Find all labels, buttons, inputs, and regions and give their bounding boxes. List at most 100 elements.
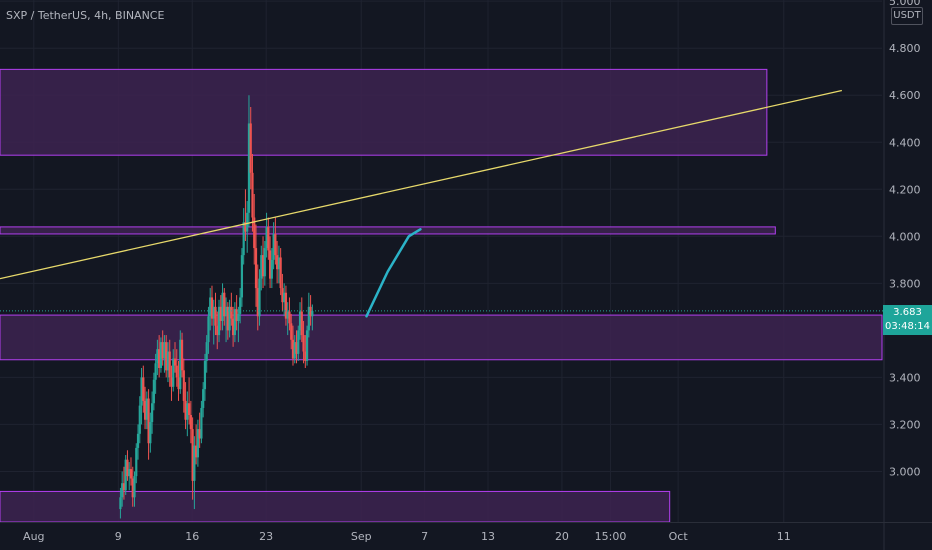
time-tick-label: 15:00 (595, 530, 627, 543)
candle-body (184, 400, 187, 420)
candle-body (224, 306, 228, 317)
price-tick-label: 4.400 (889, 136, 921, 149)
price-tick-label: 4.200 (889, 183, 921, 196)
candle-body (277, 257, 280, 270)
time-tick-label: 23 (259, 530, 273, 543)
candle-body (242, 222, 245, 256)
candle-body (240, 255, 244, 298)
candle-body (221, 292, 224, 321)
candle-body (300, 311, 303, 336)
candle-body (226, 306, 229, 331)
time-tick-label: Aug (23, 530, 44, 543)
candle-body (156, 349, 159, 364)
candle-body (279, 257, 282, 289)
candle-body (175, 365, 178, 378)
candle-body (193, 445, 196, 481)
candle-body (283, 292, 286, 303)
candle-body (138, 405, 141, 434)
candle-body (136, 433, 140, 448)
candle-body (309, 306, 312, 317)
candle-body (228, 306, 231, 331)
candle-body (143, 400, 147, 420)
time-tick-label: Oct (669, 530, 689, 543)
candle-body (182, 370, 185, 401)
candle-body (161, 342, 164, 359)
candle-body (265, 226, 268, 249)
candle-body (253, 217, 256, 249)
time-tick-label: Sep (351, 530, 372, 543)
candle-body (284, 292, 288, 319)
candle-body (281, 288, 284, 303)
candle-body (172, 358, 175, 387)
price-tick-label: 4.800 (889, 42, 921, 55)
candle-body (247, 123, 251, 213)
mid-resistance-zone (0, 226, 776, 235)
candle-body (302, 335, 305, 352)
candle-body (200, 407, 203, 439)
candle-body (295, 342, 298, 354)
zone-layer (0, 68, 883, 523)
candle-body (210, 297, 214, 319)
candle-body (305, 330, 309, 361)
candle-body (288, 311, 291, 324)
candle-body (186, 403, 189, 420)
candle-body (272, 233, 275, 260)
candle-body (223, 292, 226, 317)
candle-body (256, 288, 259, 317)
candle-body (170, 377, 173, 387)
candle-body (180, 339, 184, 371)
candle-body (258, 278, 261, 317)
candle-body (187, 403, 191, 416)
candle-body (203, 360, 207, 390)
candle-body (122, 483, 126, 491)
candle-body (304, 351, 307, 361)
drawing-layer (0, 89, 884, 318)
candle-body (133, 476, 136, 498)
candle-body (158, 349, 161, 368)
candle-body (163, 342, 166, 359)
candle-body (149, 422, 152, 444)
time-tick-label: 20 (555, 530, 569, 543)
candle-body (307, 306, 310, 331)
price-tick-label: 5.000 (889, 0, 921, 8)
time-tick-label: 16 (185, 530, 199, 543)
candle-body (237, 313, 240, 321)
candle-body (121, 483, 124, 498)
price-tick-label: 3.200 (889, 418, 921, 431)
candle-layer (119, 95, 314, 519)
candle-body (232, 318, 235, 336)
candle-body (151, 403, 154, 423)
candle-body (191, 429, 194, 481)
price-tick-label: 3.000 (889, 465, 921, 478)
currency-unit-button[interactable]: USDT (891, 7, 923, 25)
candle-body (177, 377, 180, 390)
candle-body (276, 255, 279, 270)
time-tick-label: 7 (421, 530, 428, 543)
candle-body (249, 123, 252, 173)
candle-body (195, 445, 198, 458)
time-tick-label: 11 (777, 530, 791, 543)
trendline (0, 89, 843, 280)
candle-body (214, 306, 217, 326)
candle-body (216, 325, 219, 336)
candle-body (270, 259, 273, 279)
candle-body (212, 306, 215, 319)
candle-body (209, 297, 212, 317)
candle-body (189, 415, 192, 430)
last-price-tag: 3.683 03:48:14 (883, 304, 932, 335)
candle-body (235, 309, 238, 321)
price-tick-label: 4.600 (889, 89, 921, 102)
candle-body (297, 330, 300, 354)
candle-body (298, 311, 302, 331)
candle-body (179, 339, 182, 390)
price-tick-label: 3.400 (889, 371, 921, 384)
candle-body (166, 351, 170, 371)
candle-body (124, 459, 127, 491)
candle-body (268, 250, 272, 279)
candle-body (260, 255, 263, 279)
candle-body (246, 212, 249, 232)
candle-body (233, 309, 236, 336)
